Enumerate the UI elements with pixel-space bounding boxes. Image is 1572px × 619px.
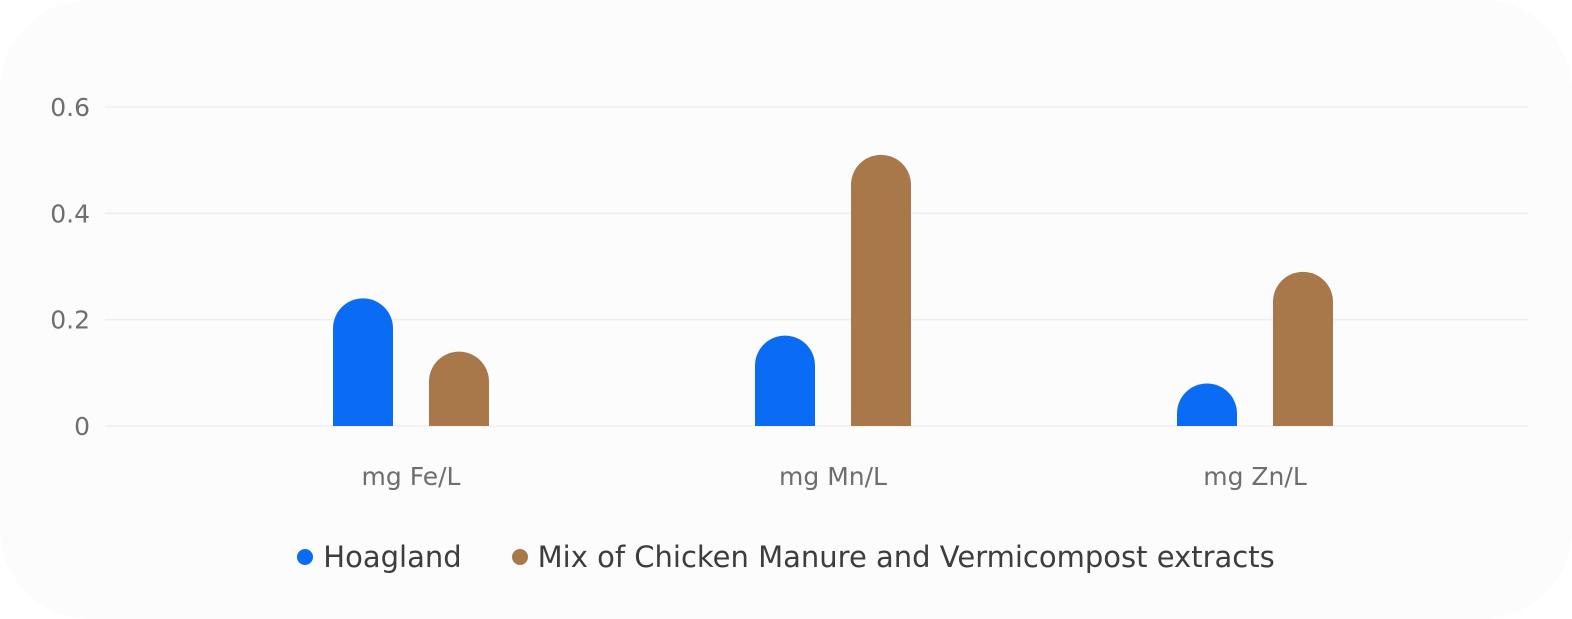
bar-hoagland-2[interactable] (1177, 383, 1237, 426)
legend-marker-icon (511, 549, 528, 565)
legend-label: Hoagland (323, 540, 462, 574)
bars (333, 154, 1333, 426)
y-axis: 0 0.2 0.4 0.6 (50, 93, 90, 441)
y-tick-label: 0.4 (50, 199, 90, 228)
legend-item-hoagland[interactable]: Hoagland (297, 540, 462, 574)
y-tick-label: 0.6 (50, 93, 90, 122)
bar-mix-2[interactable] (1273, 271, 1333, 426)
x-axis: mg Fe/L mg Mn/L mg Zn/L (362, 462, 1307, 491)
legend-item-mix[interactable]: Mix of Chicken Manure and Vermicompost e… (511, 540, 1275, 574)
bar-hoagland-0[interactable] (333, 298, 393, 426)
legend-label: Mix of Chicken Manure and Vermicompost e… (537, 540, 1275, 574)
y-tick-label: 0.2 (50, 306, 90, 335)
y-tick-label: 0 (74, 412, 90, 441)
x-category-label: mg Fe/L (362, 462, 461, 491)
bar-mix-0[interactable] (429, 351, 489, 426)
bar-mix-1[interactable] (851, 154, 911, 426)
legend-marker-icon (297, 549, 314, 565)
x-category-label: mg Zn/L (1203, 462, 1307, 491)
x-category-label: mg Mn/L (779, 462, 887, 491)
bar-hoagland-1[interactable] (755, 335, 815, 426)
legend: Hoagland Mix of Chicken Manure and Vermi… (0, 535, 1572, 579)
